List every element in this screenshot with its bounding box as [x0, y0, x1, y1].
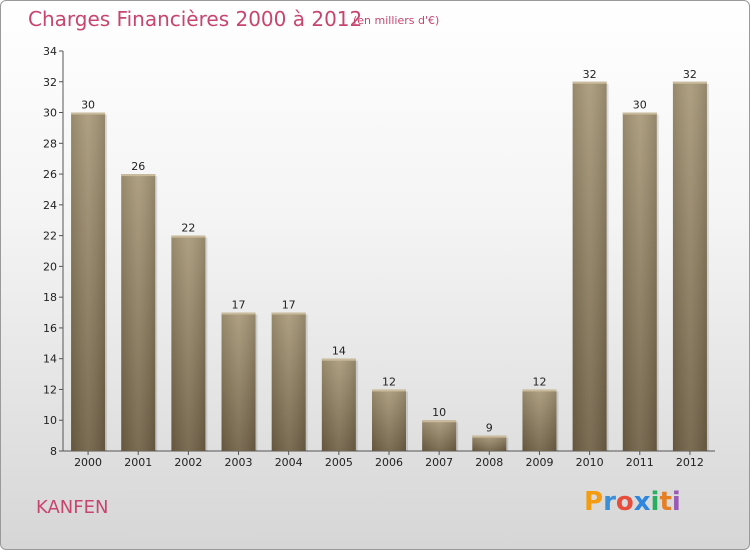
data-label: 12: [382, 375, 396, 388]
data-label: 17: [232, 299, 246, 312]
data-label: 30: [633, 99, 647, 112]
x-tick-label: 2011: [626, 456, 654, 469]
x-tick-label: 2006: [375, 456, 403, 469]
y-tick-label: 8: [50, 445, 57, 458]
bar-highlight: [422, 420, 457, 451]
x-tick-label: 2009: [525, 456, 553, 469]
x-tick-label: 2000: [74, 456, 102, 469]
x-tick-label: 2002: [174, 456, 202, 469]
bar-highlight: [171, 235, 206, 451]
logo-letter: x: [633, 487, 651, 517]
bar-top-edge: [321, 358, 356, 361]
data-label: 32: [683, 68, 697, 81]
x-tick-label: 2003: [225, 456, 253, 469]
y-tick-label: 32: [43, 76, 57, 89]
data-label: 14: [332, 345, 346, 358]
bar-top-edge: [472, 435, 507, 438]
city-name: KANFEN: [36, 497, 109, 518]
y-tick-label: 24: [43, 199, 57, 212]
y-tick-label: 14: [43, 353, 57, 366]
y-tick-label: 30: [43, 107, 57, 120]
x-tick-label: 2004: [275, 456, 303, 469]
bar-top-edge: [572, 81, 607, 84]
bar-highlight: [472, 435, 507, 451]
x-tick-label: 2012: [676, 456, 704, 469]
bar-highlight: [221, 312, 256, 451]
bar-highlight: [522, 389, 557, 451]
data-label: 30: [81, 99, 95, 112]
bar-highlight: [71, 112, 106, 452]
data-label: 32: [583, 68, 597, 81]
y-tick-label: 18: [43, 291, 57, 304]
bar-top-edge: [221, 312, 256, 315]
data-label: 17: [282, 299, 296, 312]
y-tick-label: 10: [43, 414, 57, 427]
bar-top-edge: [121, 174, 156, 177]
data-label: 26: [131, 160, 145, 173]
y-tick-label: 12: [43, 383, 57, 396]
bar-highlight: [271, 312, 306, 451]
bar-top-edge: [71, 112, 106, 115]
y-tick-label: 16: [43, 322, 57, 335]
data-label: 12: [532, 375, 546, 388]
logo-letter: t: [659, 487, 672, 517]
bar-top-edge: [622, 112, 657, 115]
bar-highlight: [321, 358, 356, 451]
bar-top-edge: [672, 81, 707, 84]
bar-highlight: [121, 174, 156, 452]
bar-highlight: [672, 81, 707, 452]
logo-letter: r: [603, 487, 616, 517]
bar-highlight: [622, 112, 657, 452]
chart-subtitle: (en milliers d'€): [353, 14, 440, 27]
proxiti-logo: Proxiti: [584, 487, 681, 517]
y-tick-label: 34: [43, 45, 57, 58]
bars: [71, 81, 709, 452]
y-tick-label: 26: [43, 168, 57, 181]
data-label: 9: [486, 422, 493, 435]
bar-highlight: [572, 81, 607, 452]
chart-title: Charges Financières 2000 à 2012: [28, 7, 363, 31]
x-tick-label: 2010: [576, 456, 604, 469]
x-tick-label: 2008: [475, 456, 503, 469]
bar-highlight: [372, 389, 406, 451]
bar-top-edge: [271, 312, 306, 315]
x-tick-label: 2001: [124, 456, 152, 469]
bar-top-edge: [372, 389, 406, 392]
logo-letter: i: [671, 487, 681, 517]
logo-letter: o: [615, 487, 634, 517]
logo-letter: i: [650, 487, 660, 517]
y-tick-label: 28: [43, 137, 57, 150]
axes: 8 10 12 14 16 18 20 22 24 26 28 30 32 34 2000 2001 2002 2…: [43, 45, 715, 469]
bar-top-edge: [422, 420, 457, 423]
bar-top-edge: [522, 389, 557, 392]
bar-top-edge: [171, 235, 206, 238]
data-label: 22: [181, 222, 195, 235]
logo-letter: P: [584, 487, 604, 517]
y-tick-label: 20: [43, 260, 57, 273]
data-labels: 30 26 22 17 17 14 12 10 9 12 32 30 32: [81, 68, 697, 435]
x-tick-label: 2005: [325, 456, 353, 469]
data-label: 10: [432, 406, 446, 419]
x-tick-label: 2007: [425, 456, 453, 469]
y-tick-label: 22: [43, 230, 57, 243]
